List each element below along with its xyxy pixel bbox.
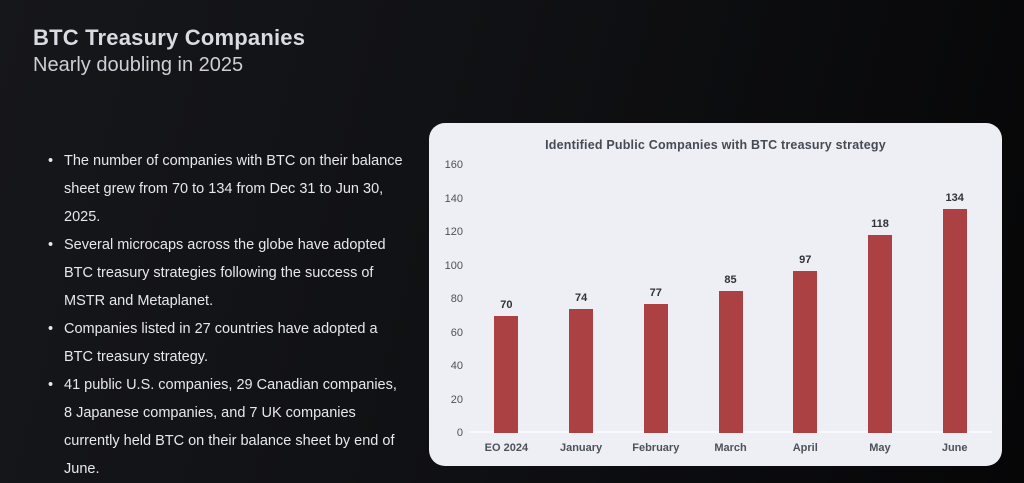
y-tick-label: 40 [450, 360, 463, 372]
slide-subtitle: Nearly doubling in 2025 [33, 54, 244, 76]
chart-title: Identified Public Companies with BTC tre… [545, 138, 886, 152]
bullet-text: The number of companies with BTC on thei… [64, 153, 403, 225]
plot-area: 70 EO 2024 74 January 77 February 85 March 97 Apr… [469, 165, 992, 454]
bullet-text: 41 public U.S. companies, 29 Canadian co… [64, 377, 397, 477]
y-tick-label: 80 [450, 293, 463, 305]
bar-value-label: 70 [500, 299, 513, 311]
bar [569, 309, 594, 433]
bullet-item: 41 public U.S. companies, 29 Canadian co… [46, 371, 408, 483]
y-tick-label: 160 [444, 159, 463, 171]
y-axis: 0 20 40 60 80 100 120 140 160 [437, 159, 469, 439]
x-tick-label: February [632, 442, 680, 454]
bar [867, 235, 892, 433]
x-tick-label: June [941, 442, 968, 454]
bar-column: 74 January [544, 165, 619, 454]
bar-column: 77 February [618, 165, 693, 454]
slide-header: BTC Treasury Companies Nearly doubling i… [33, 25, 305, 77]
bar [643, 304, 668, 433]
bar-column: 134 June [917, 165, 992, 454]
bar-value-label: 97 [799, 254, 812, 266]
bar-value-label: 85 [724, 274, 737, 286]
x-tick-label: January [559, 442, 603, 454]
y-tick-label: 0 [456, 427, 463, 439]
bullet-item: The number of companies with BTC on thei… [46, 147, 408, 231]
bar-value-label: 77 [649, 287, 662, 299]
bar-column: 70 EO 2024 [469, 165, 544, 454]
bar [494, 316, 519, 433]
bar-value-label: 74 [574, 292, 588, 304]
x-tick-label: March [714, 442, 747, 454]
x-tick-label: EO 2024 [484, 442, 529, 454]
bullet-item: Several microcaps across the globe have … [46, 231, 408, 315]
chart-panel: Identified Public Companies with BTC tre… [429, 123, 1002, 466]
bullet-text: Companies listed in 27 countries have ad… [64, 321, 378, 365]
bar [942, 209, 967, 433]
bar [718, 291, 743, 433]
chart-area: 0 20 40 60 80 100 120 140 160 70 EO 2024 74 January… [429, 159, 1002, 454]
y-tick-label: 140 [444, 192, 463, 205]
bullet-text: Several microcaps across the globe have … [64, 237, 386, 309]
y-tick-label: 120 [444, 226, 463, 238]
y-tick-label: 100 [444, 259, 463, 272]
bullet-list: The number of companies with BTC on thei… [46, 147, 408, 483]
y-tick-label: 20 [450, 393, 463, 406]
bar-column: 85 March [693, 165, 768, 454]
bullet-item: Companies listed in 27 countries have ad… [46, 315, 408, 371]
x-tick-label: May [869, 442, 891, 454]
bar-column: 97 April [768, 165, 843, 454]
bar [793, 271, 818, 433]
bar-column: 118 May [843, 165, 918, 454]
x-tick-label: April [792, 442, 818, 454]
bar-value-label: 134 [945, 192, 964, 204]
slide-title: BTC Treasury Companies [33, 25, 306, 50]
bar-value-label: 118 [871, 218, 889, 230]
y-tick-label: 60 [450, 326, 463, 339]
